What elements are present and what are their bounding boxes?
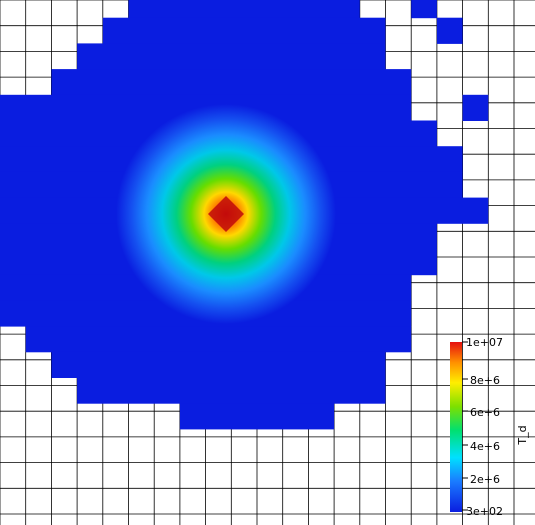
colorbar-legend: 1e+07 8e+6 6e+6 4e+6 2e+6 3e+02 T_d	[450, 336, 529, 518]
colorbar-tick-label: 8e+6	[470, 374, 500, 387]
hotspot-core	[208, 196, 244, 232]
colorbar-bar	[450, 342, 462, 512]
colorbar-tick-label: 2e+6	[470, 473, 500, 486]
mesh-cell	[102, 17, 386, 44]
colorbar-title: T_d	[516, 425, 529, 445]
colorbar-tick-label: 6e+6	[470, 406, 500, 419]
colorbar-ticks	[462, 341, 468, 511]
mesh-cell	[411, 0, 437, 19]
mesh-cell	[462, 94, 489, 121]
mesh-cell	[77, 377, 386, 404]
colorbar-tick-label: 4e+6	[470, 440, 500, 453]
mesh-cell	[436, 17, 463, 44]
mesh-cell	[179, 403, 335, 430]
colorbar-min-label: 3e+02	[466, 505, 503, 518]
mesh-cell	[51, 351, 386, 378]
colorbar-max-label: 1e+07	[466, 336, 503, 349]
mesh-cell	[51, 69, 412, 96]
temperature-hotspot	[116, 104, 336, 324]
mesh-cell	[25, 326, 412, 353]
mesh-cell	[128, 0, 360, 19]
mesh-cell	[77, 43, 386, 70]
